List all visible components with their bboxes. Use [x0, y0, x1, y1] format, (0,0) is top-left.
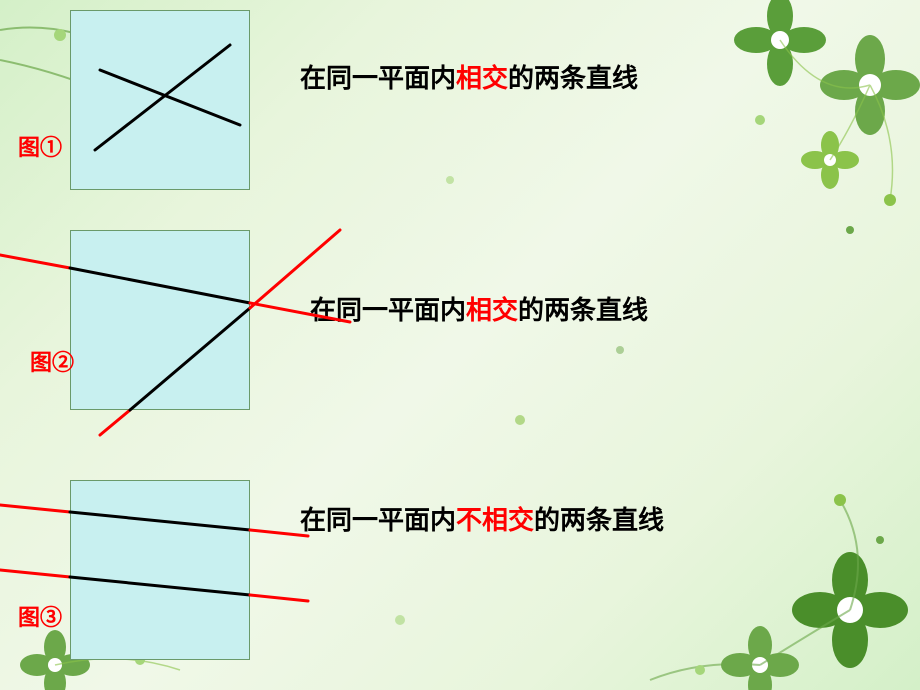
figure-3-box — [70, 480, 250, 660]
desc-1-post: 的两条直线 — [508, 63, 638, 93]
figure-1-label: 图① — [18, 130, 62, 162]
desc-2-pre: 在同一平面内 — [310, 295, 466, 325]
figure-3-label: 图③ — [18, 600, 62, 632]
desc-1-pre: 在同一平面内 — [300, 63, 456, 93]
desc-2-post: 的两条直线 — [518, 295, 648, 325]
figure-3-description: 在同一平面内不相交的两条直线 — [300, 500, 664, 537]
figure-1-box — [70, 10, 250, 190]
figure-2-box — [70, 230, 250, 410]
slide-content: 图① 在同一平面内相交的两条直线 图② 在同一平面内相交的两条直线 图③ 在同一… — [0, 0, 920, 690]
desc-1-highlight: 相交 — [456, 63, 508, 93]
figure-1-description: 在同一平面内相交的两条直线 — [300, 58, 638, 95]
desc-3-post: 的两条直线 — [534, 505, 664, 535]
desc-3-pre: 在同一平面内 — [300, 505, 456, 535]
desc-3-highlight: 不相交 — [456, 505, 534, 535]
desc-2-highlight: 相交 — [466, 295, 518, 325]
figure-2-description: 在同一平面内相交的两条直线 — [310, 290, 648, 327]
figure-2-label: 图② — [30, 345, 74, 377]
